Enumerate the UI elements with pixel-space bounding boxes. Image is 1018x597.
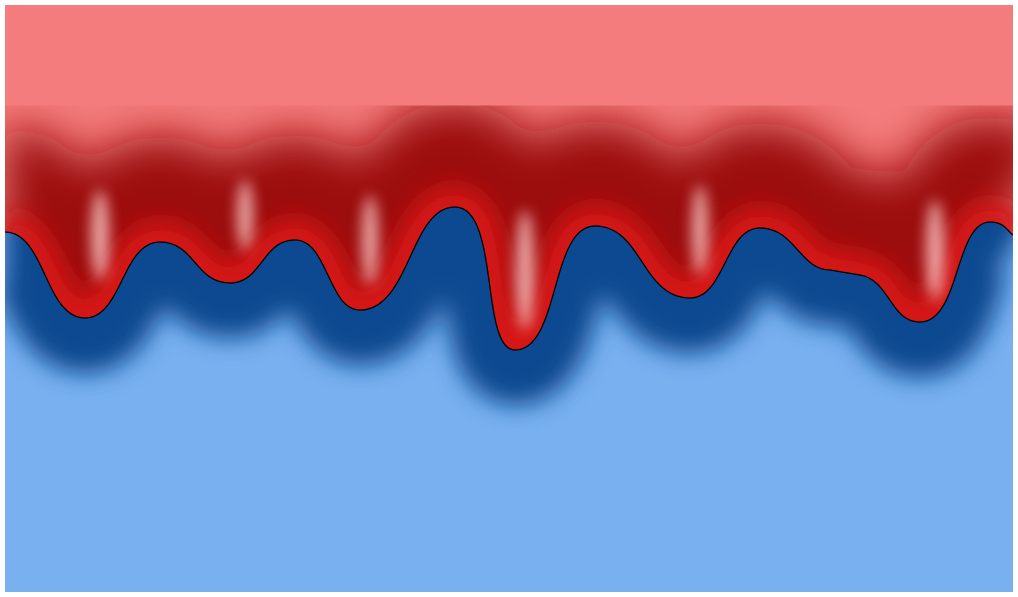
upper-boundary-layer — [5, 177, 1013, 350]
highlights — [91, 180, 944, 330]
field — [5, 5, 1013, 592]
